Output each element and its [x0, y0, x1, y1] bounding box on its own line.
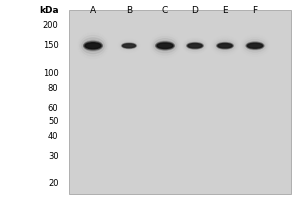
Ellipse shape: [157, 43, 173, 48]
Ellipse shape: [185, 40, 205, 52]
Ellipse shape: [83, 40, 103, 51]
Ellipse shape: [156, 42, 174, 50]
Bar: [69, 10, 291, 194]
Ellipse shape: [246, 41, 264, 50]
Ellipse shape: [216, 42, 234, 50]
Ellipse shape: [218, 44, 232, 48]
Ellipse shape: [241, 35, 269, 56]
Ellipse shape: [155, 41, 175, 51]
Ellipse shape: [154, 38, 176, 53]
Text: 60: 60: [48, 104, 58, 113]
Ellipse shape: [213, 38, 237, 53]
Text: D: D: [192, 6, 198, 15]
Text: 50: 50: [48, 117, 58, 126]
Text: B: B: [126, 6, 132, 15]
Text: 80: 80: [48, 84, 58, 93]
Text: 40: 40: [48, 132, 58, 141]
Ellipse shape: [186, 42, 204, 50]
Text: E: E: [222, 6, 228, 15]
Ellipse shape: [85, 43, 101, 49]
Ellipse shape: [183, 38, 207, 53]
Ellipse shape: [182, 36, 208, 55]
Text: kDa: kDa: [39, 6, 58, 15]
Ellipse shape: [212, 36, 239, 55]
Ellipse shape: [246, 42, 264, 49]
Text: 20: 20: [48, 180, 58, 188]
Text: A: A: [90, 6, 96, 15]
Ellipse shape: [78, 33, 108, 59]
Text: 30: 30: [48, 152, 58, 161]
Ellipse shape: [248, 43, 262, 48]
Text: 150: 150: [43, 41, 58, 50]
Ellipse shape: [150, 34, 180, 57]
Ellipse shape: [244, 39, 266, 52]
Text: F: F: [252, 6, 258, 15]
Ellipse shape: [188, 44, 202, 48]
Text: 100: 100: [43, 69, 58, 78]
Ellipse shape: [118, 39, 140, 52]
Ellipse shape: [242, 37, 268, 54]
Ellipse shape: [121, 42, 137, 49]
Text: C: C: [162, 6, 168, 15]
Ellipse shape: [122, 43, 136, 48]
Ellipse shape: [80, 35, 106, 56]
Ellipse shape: [215, 40, 235, 52]
Ellipse shape: [217, 43, 233, 49]
Text: 200: 200: [43, 21, 58, 30]
Ellipse shape: [82, 38, 104, 54]
Ellipse shape: [84, 41, 102, 50]
Ellipse shape: [120, 41, 138, 51]
Ellipse shape: [152, 36, 178, 55]
Ellipse shape: [187, 43, 203, 49]
Ellipse shape: [123, 44, 135, 48]
